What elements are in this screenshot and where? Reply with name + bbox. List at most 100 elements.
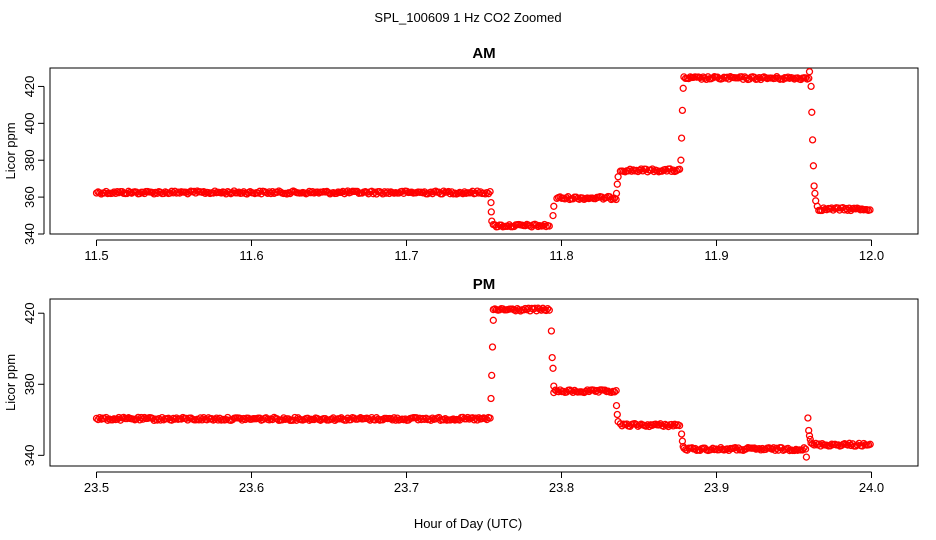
- y-tick-label: 360: [22, 186, 37, 208]
- y-tick-label: 420: [22, 302, 37, 324]
- data-point: [667, 167, 676, 176]
- data-point: [637, 165, 645, 173]
- data-point: [808, 136, 817, 144]
- x-tick-label: 24.0: [859, 480, 884, 495]
- data-point: [805, 68, 814, 76]
- data-point: [483, 188, 491, 197]
- x-tick-label: 11.8: [549, 248, 573, 263]
- plot-frame: [49, 298, 919, 467]
- data-point: [614, 173, 622, 181]
- data-point: [806, 435, 814, 444]
- data-point: [679, 84, 687, 92]
- x-tick-label: 23.8: [549, 480, 574, 495]
- data-point: [675, 165, 684, 173]
- x-tick-label: 12.0: [859, 248, 884, 263]
- data-point: [104, 416, 112, 424]
- x-tick-label: 23.9: [704, 480, 729, 495]
- data-point: [753, 75, 762, 83]
- data-point: [467, 189, 475, 197]
- data-point: [487, 198, 495, 207]
- data-point: [536, 305, 544, 313]
- panel-title: AM: [472, 45, 495, 62]
- y-axis-label: Licor ppm: [3, 122, 18, 179]
- data-point: [542, 306, 550, 315]
- data-point: [677, 430, 686, 438]
- y-tick-label: 380: [22, 373, 37, 395]
- data-point: [610, 388, 619, 396]
- data-point: [614, 417, 622, 426]
- data-point: [542, 222, 550, 231]
- y-tick-label: 380: [22, 149, 37, 171]
- data-point: [487, 394, 495, 403]
- data-point: [808, 108, 816, 116]
- x-tick-label: 23.7: [394, 480, 419, 495]
- data-point: [550, 382, 558, 390]
- data-point: [582, 387, 590, 396]
- data-point: [810, 182, 818, 190]
- data-point: [750, 444, 759, 452]
- y-tick-label: 340: [22, 444, 37, 466]
- data-point: [549, 211, 557, 220]
- x-tick-label: 11.5: [84, 248, 108, 263]
- data-point: [548, 353, 556, 362]
- panel-title: PM: [473, 276, 496, 293]
- data-point: [677, 156, 685, 164]
- data-point: [866, 440, 874, 448]
- data-point: [773, 444, 781, 452]
- x-tick-label: 23.6: [239, 480, 264, 495]
- data-point: [807, 439, 815, 447]
- data-point: [108, 416, 117, 424]
- data-point: [709, 444, 717, 452]
- data-point: [200, 188, 208, 196]
- y-axis-label: Licor ppm: [3, 354, 18, 411]
- data-point: [801, 445, 810, 453]
- data-point: [112, 189, 120, 198]
- data-point: [675, 421, 684, 430]
- data-point: [139, 415, 147, 423]
- data-point: [217, 189, 225, 197]
- data-point: [800, 444, 808, 452]
- x-tick-label: 11.6: [239, 248, 263, 263]
- data-point: [742, 74, 751, 82]
- data-point: [809, 162, 818, 170]
- data-point: [811, 189, 819, 198]
- data-point: [613, 410, 621, 419]
- data-point: [464, 413, 472, 422]
- data-point: [679, 442, 687, 451]
- data-point: [805, 432, 814, 440]
- y-tick-label: 340: [22, 223, 37, 245]
- data-point: [677, 134, 686, 142]
- x-tick-label: 23.5: [84, 480, 109, 495]
- data-point: [807, 82, 815, 91]
- data-point: [537, 306, 545, 314]
- data-point: [804, 414, 812, 422]
- plot-panels: AM 11.5 11.6 11.7 11.8 11.9 12.0 340 360 380 400 42…: [3, 45, 919, 495]
- panel-pm: PM 23.5 23.6 23.7 23.8 23.9 24.0 340 380 420 Licor…: [3, 276, 919, 495]
- data-point: [280, 414, 288, 422]
- data-point: [488, 343, 497, 351]
- data-point: [96, 189, 104, 197]
- figure-xlabel: Hour of Day (UTC): [414, 516, 522, 531]
- data-point: [802, 453, 811, 461]
- data-point: [403, 187, 411, 196]
- data-point: [545, 306, 553, 314]
- data-point: [489, 316, 497, 324]
- x-tick-label: 11.7: [394, 248, 418, 263]
- data-point: [196, 414, 205, 422]
- data-point: [801, 74, 810, 82]
- plot-frame: [49, 67, 919, 235]
- data-point: [612, 386, 620, 395]
- data-point: [671, 420, 679, 428]
- data-point: [113, 187, 121, 196]
- data-point: [696, 73, 704, 82]
- data-point: [486, 187, 494, 196]
- data-point: [440, 187, 448, 195]
- data-points: [92, 304, 874, 461]
- data-point: [545, 222, 553, 230]
- data-point: [757, 446, 765, 454]
- data-points: [92, 68, 874, 231]
- data-point: [547, 327, 556, 335]
- data-point: [659, 422, 668, 430]
- y-tick-label: 420: [22, 76, 37, 98]
